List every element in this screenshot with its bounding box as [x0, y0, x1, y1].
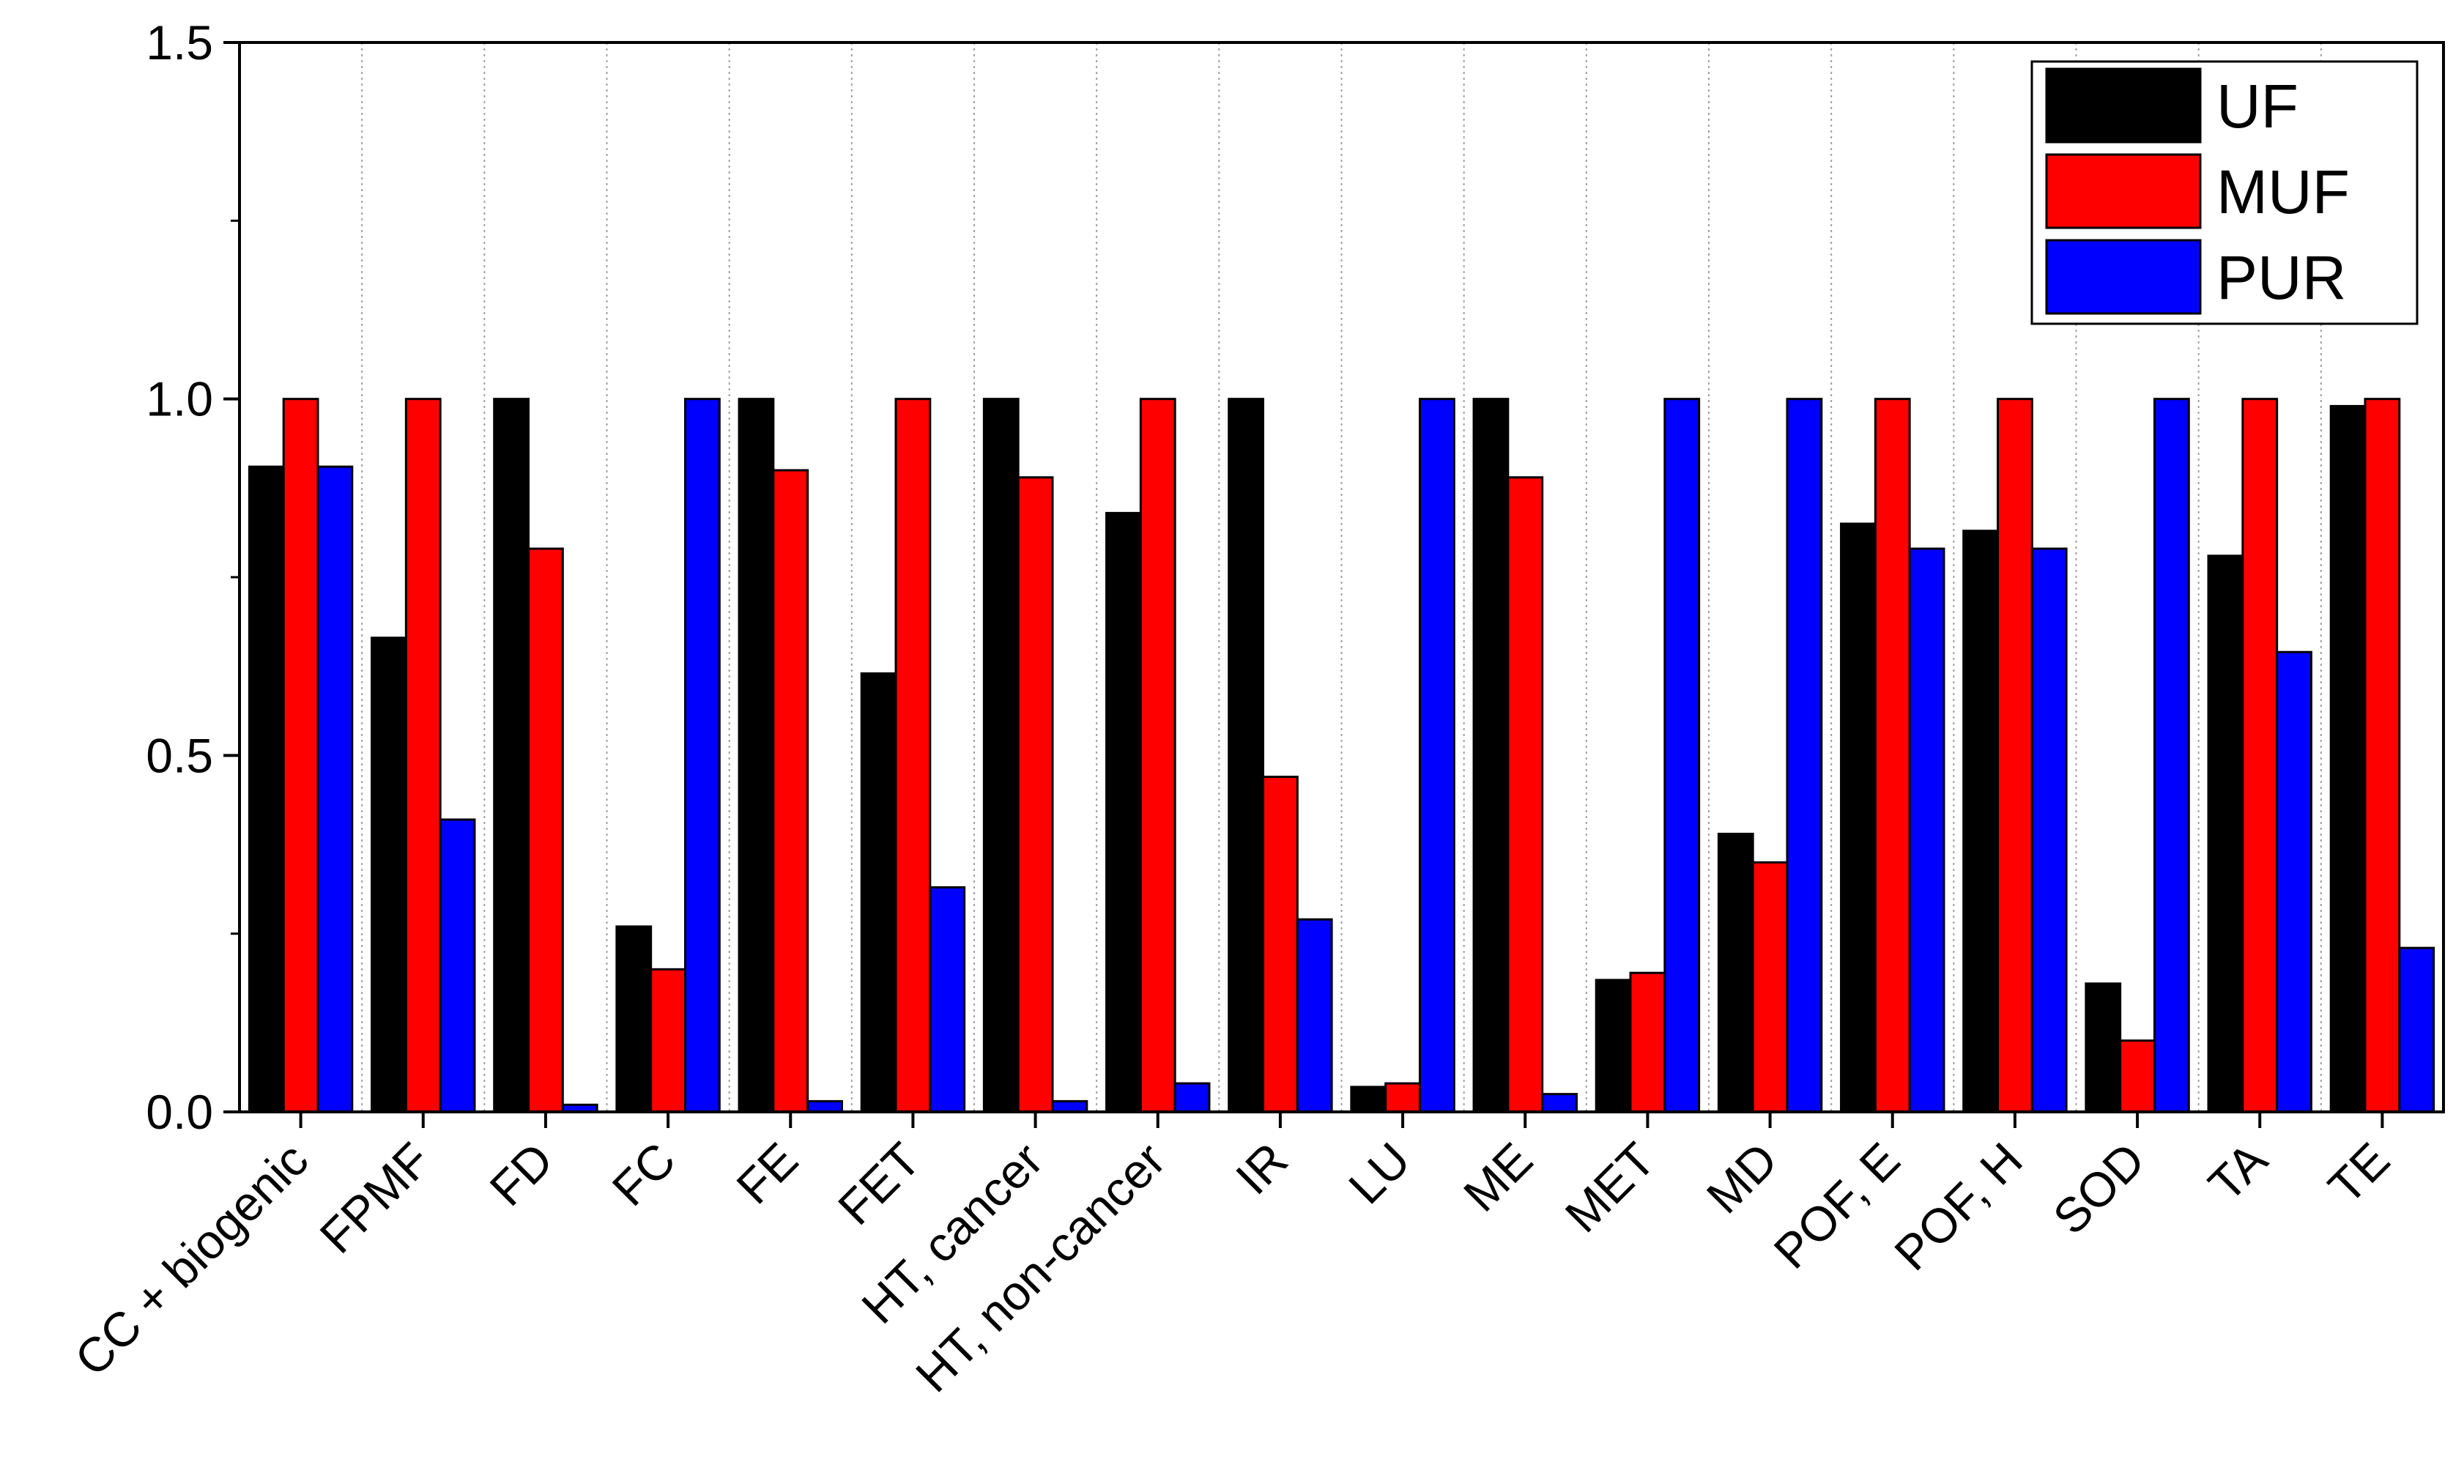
bar-muf-ta — [2241, 398, 2279, 1113]
bar-muf-me — [1507, 476, 1544, 1113]
bar-muf-cc-biogenic — [282, 398, 319, 1113]
bar-muf-te — [2364, 398, 2401, 1113]
x-tick-label-te: TE — [2318, 1132, 2400, 1214]
bar-muf-md — [1751, 861, 1789, 1113]
legend-swatch-muf — [2045, 153, 2202, 229]
bar-pur-ir — [1296, 918, 1333, 1113]
bar-muf-sod — [2119, 1039, 2156, 1113]
y-tick-label: 0.0 — [146, 1085, 213, 1139]
bar-pur-sod — [2153, 398, 2190, 1113]
legend-label-muf: MUF — [2216, 157, 2350, 226]
legend-label-pur: PUR — [2216, 243, 2346, 312]
bar-uf-fd — [493, 398, 530, 1113]
bar-uf-me — [1472, 398, 1510, 1113]
bar-uf-te — [2329, 404, 2367, 1113]
bar-uf-sod — [2085, 982, 2122, 1113]
bar-uf-lu — [1350, 1086, 1387, 1113]
bar-pur-md — [1786, 398, 1823, 1113]
x-tick-label-cc-biogenic: CC + biogenic — [64, 1132, 319, 1387]
x-tick-label-fpmf: FPMF — [309, 1132, 440, 1264]
bar-uf-fc — [615, 925, 653, 1113]
bar-pur-ht-cancer — [1051, 1099, 1088, 1113]
bar-pur-te — [2398, 946, 2435, 1113]
bar-pur-ta — [2276, 650, 2312, 1113]
x-tick-label-fc: FC — [601, 1132, 686, 1217]
bar-pur-fe — [806, 1099, 843, 1113]
bar-pur-cc-biogenic — [316, 465, 354, 1113]
bar-pur-pof-h — [2030, 547, 2068, 1113]
bar-uf-ht-cancer — [982, 398, 1020, 1113]
bar-pur-ht-non-cancer — [1173, 1082, 1211, 1113]
bar-muf-pof-e — [1874, 398, 1911, 1113]
bar-uf-pof-e — [1840, 522, 1877, 1113]
bar-muf-pof-h — [1997, 398, 2033, 1113]
y-tick-label: 1.5 — [146, 15, 213, 70]
bar-pur-pof-e — [1908, 547, 1945, 1113]
bar-pur-fc — [683, 398, 721, 1113]
bar-muf-fd — [527, 547, 564, 1113]
x-tick-label-fet: FET — [828, 1132, 930, 1235]
bar-muf-ht-cancer — [1017, 476, 1054, 1113]
bar-uf-fpmf — [371, 637, 407, 1113]
x-tick-label-fe: FE — [726, 1132, 808, 1214]
bar-muf-fc — [650, 968, 686, 1113]
bar-uf-cc-biogenic — [248, 465, 285, 1113]
y-tick-label: 1.0 — [146, 372, 213, 426]
bar-muf-met — [1629, 971, 1666, 1113]
x-tick-label-lu: LU — [1338, 1132, 1420, 1214]
y-tick-label: 0.5 — [146, 728, 213, 782]
bar-muf-lu — [1384, 1082, 1421, 1113]
x-tick-label-sod: SOD — [2043, 1132, 2155, 1244]
x-tick-label-met: MET — [1554, 1132, 1665, 1243]
x-tick-label-pof-h: POF, H — [1884, 1132, 2033, 1281]
x-tick-label-ir: IR — [1225, 1132, 1298, 1205]
bar-pur-fpmf — [439, 818, 476, 1113]
bar-uf-ir — [1228, 398, 1265, 1113]
legend-swatch-pur — [2045, 239, 2202, 315]
legend-label-uf: UF — [2216, 72, 2298, 141]
bar-muf-fe — [772, 469, 809, 1113]
bar-muf-ir — [1262, 776, 1299, 1113]
legend-swatch-uf — [2045, 67, 2202, 144]
bar-pur-lu — [1418, 398, 1455, 1113]
x-tick-label-fd: FD — [479, 1132, 563, 1217]
bar-muf-ht-non-cancer — [1139, 398, 1176, 1113]
bar-uf-fe — [738, 398, 775, 1113]
bar-uf-met — [1595, 979, 1632, 1113]
x-tick-label-me: ME — [1453, 1132, 1543, 1222]
bar-uf-ht-non-cancer — [1105, 511, 1142, 1113]
x-tick-label-ta: TA — [2198, 1132, 2278, 1212]
x-tick-label-pof-e: POF, E — [1763, 1132, 1910, 1279]
bar-muf-fet — [894, 398, 932, 1113]
x-tick-label-md: MD — [1696, 1132, 1788, 1224]
bar-uf-pof-h — [1962, 530, 2000, 1113]
bar-uf-md — [1717, 832, 1754, 1113]
bar-uf-ta — [2207, 554, 2244, 1113]
bar-pur-met — [1663, 398, 1701, 1113]
bar-pur-fet — [929, 886, 966, 1113]
bar-uf-fet — [860, 672, 897, 1113]
bar-pur-me — [1541, 1093, 1578, 1113]
bar-muf-fpmf — [404, 398, 442, 1113]
